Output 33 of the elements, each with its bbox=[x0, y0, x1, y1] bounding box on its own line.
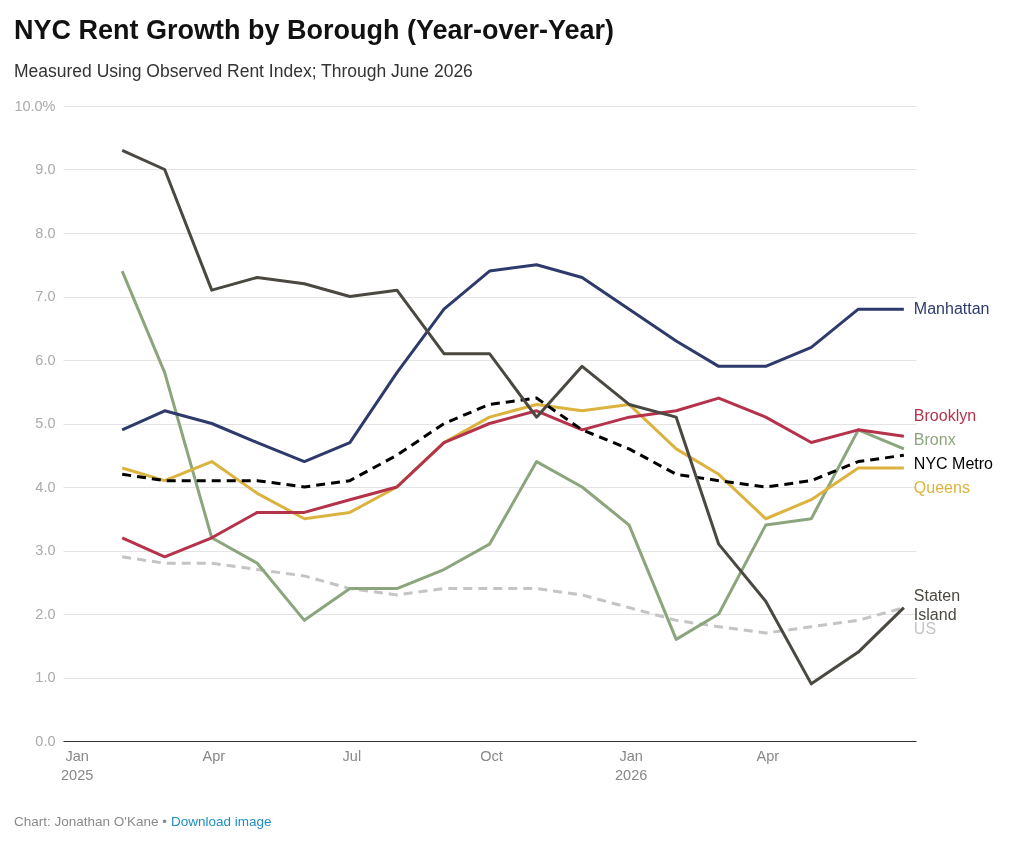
x-tick-label: Oct bbox=[480, 747, 503, 764]
line-series bbox=[120, 148, 906, 686]
y-tick-label: 8.0 bbox=[35, 224, 56, 241]
y-tick-label: 7.0 bbox=[35, 288, 56, 304]
x-tick-label: Apr bbox=[202, 747, 226, 764]
chart-subtitle: Measured Using Observed Rent Index; Through June 2026 bbox=[14, 60, 473, 81]
x-tick-label: Apr bbox=[756, 747, 780, 764]
x-tick-label: Jan 2025 bbox=[61, 747, 94, 783]
y-tick-label: 5.0 bbox=[35, 415, 56, 431]
y-tick-label: 9.0 bbox=[35, 161, 56, 177]
line-series bbox=[120, 396, 906, 559]
series-label: US bbox=[913, 620, 937, 638]
y-tick-label: 0.0 bbox=[35, 732, 56, 749]
chart-title: NYC Rent Growth by Borough (Year-over-Year) bbox=[14, 14, 615, 45]
x-tick-label: Jul bbox=[342, 747, 362, 764]
y-tick-label: 1.0 bbox=[35, 669, 56, 685]
y-tick-label: 4.0 bbox=[35, 478, 56, 495]
line-series bbox=[120, 396, 906, 489]
line-series bbox=[120, 263, 906, 464]
series-label: Bronx bbox=[913, 431, 956, 449]
y-tick-label: 2.0 bbox=[35, 605, 56, 622]
series-label: Staten Island bbox=[913, 586, 961, 623]
text: Download image bbox=[170, 814, 272, 829]
series-label: Manhattan bbox=[913, 300, 990, 318]
y-tick-label: 3.0 bbox=[35, 542, 56, 558]
series-label: NYC Metro bbox=[913, 455, 994, 473]
series-label: Brooklyn bbox=[913, 407, 977, 425]
x-tick-label: Jan 2026 bbox=[615, 747, 648, 783]
y-tick-label: 6.0 bbox=[35, 351, 56, 368]
y-tick-label: 10.0% bbox=[14, 97, 56, 114]
series-label: Queens bbox=[913, 479, 970, 497]
text: Chart: Jonathan O'Kane • bbox=[14, 814, 167, 829]
line-series bbox=[120, 269, 906, 641]
